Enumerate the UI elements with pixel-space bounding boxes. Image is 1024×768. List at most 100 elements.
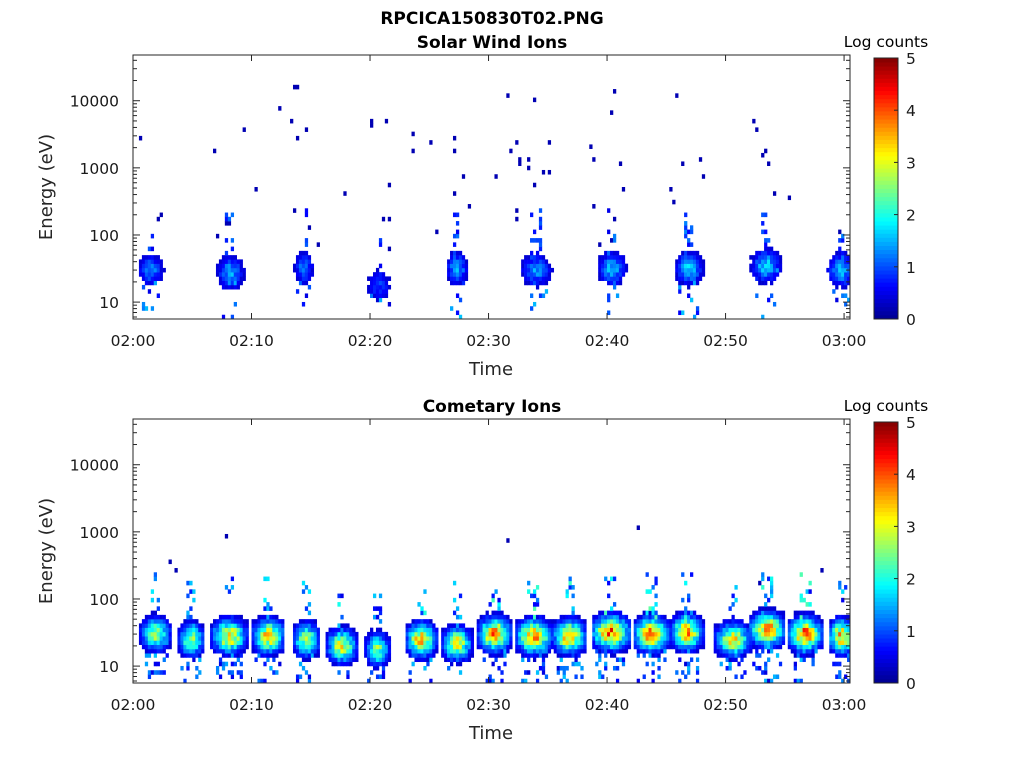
colorbar-segment <box>874 442 898 447</box>
spectrogram-cell <box>503 648 507 654</box>
spectrogram-cell <box>260 640 264 645</box>
spectrogram-cell <box>687 267 691 273</box>
spectrogram-cell <box>331 627 335 633</box>
spectrogram-cell <box>796 644 800 650</box>
spectrogram-cell <box>420 623 424 628</box>
spectrogram-cell <box>198 631 202 637</box>
spectrogram-cell <box>610 653 614 658</box>
colorbar-segment <box>874 233 898 238</box>
spectrogram-cell <box>598 653 602 658</box>
spectrogram-cell <box>651 606 655 611</box>
spectrogram-cell <box>218 259 223 264</box>
spectrogram-cell <box>684 606 688 611</box>
spectrogram-cell <box>583 648 587 654</box>
spectrogram-cell <box>272 623 276 628</box>
spectrogram-cell <box>150 627 155 633</box>
spectrogram-cell <box>639 631 643 637</box>
spectrogram-cell <box>301 644 306 650</box>
spectrogram-cell <box>141 619 146 624</box>
spectrogram-cell <box>381 665 386 671</box>
spectrogram-cell <box>666 619 670 624</box>
spectrogram-cell <box>275 623 279 628</box>
spectrogram-cell <box>692 627 697 633</box>
spectrogram-cell <box>275 627 279 633</box>
spectrogram-cell <box>571 623 575 628</box>
spectrogram-cell <box>690 631 694 637</box>
spectrogram-cell <box>758 623 762 628</box>
spectrogram-cell <box>532 606 537 611</box>
spectrogram-cell <box>648 614 652 620</box>
spectrogram-cell <box>298 631 303 637</box>
spectrogram-cell <box>663 619 667 624</box>
spectrogram-cell <box>749 623 753 628</box>
spectrogram-cell <box>452 242 457 247</box>
spectrogram-cell <box>838 246 842 252</box>
spectrogram-cell <box>488 636 492 641</box>
spectrogram-cell <box>796 640 800 645</box>
spectrogram-cell <box>684 280 688 286</box>
spectrogram-cell <box>832 267 836 273</box>
spectrogram-cell <box>307 623 312 628</box>
spectrogram-cell <box>260 614 264 620</box>
spectrogram-cell <box>737 648 741 654</box>
spectrogram-cell <box>535 276 540 281</box>
colorbar-segment <box>874 192 898 198</box>
spectrogram-cell <box>301 259 306 264</box>
spectrogram-cell <box>159 670 163 675</box>
spectrogram-cell <box>177 627 181 633</box>
spectrogram-cell <box>429 644 433 650</box>
spectrogram-cell <box>195 627 199 633</box>
spectrogram-cell <box>298 644 303 650</box>
spectrogram-cell <box>621 657 626 663</box>
spectrogram-cell <box>307 648 312 654</box>
spectrogram-cell <box>841 233 845 239</box>
spectrogram-cell <box>847 255 851 260</box>
spectrogram-cell <box>559 619 563 624</box>
spectrogram-cell <box>728 653 732 658</box>
spectrogram-cell <box>530 280 534 286</box>
spectrogram-cell <box>292 640 297 645</box>
spectrogram-cell <box>684 623 688 628</box>
spectrogram-cell <box>556 631 560 637</box>
spectrogram-cell <box>186 640 190 645</box>
spectrogram-cell <box>420 606 424 611</box>
spectrogram-cell <box>464 263 469 269</box>
spectrogram-cell <box>755 631 759 637</box>
spectrogram-cell <box>153 610 157 616</box>
spectrogram-cell <box>716 623 720 628</box>
spectrogram-cell <box>675 272 679 277</box>
spectrogram-cell <box>675 93 679 98</box>
spectrogram-cell <box>488 627 492 633</box>
colorbar-segment <box>874 438 898 443</box>
spectrogram-cell <box>147 636 152 641</box>
x-tick-label: 02:10 <box>229 696 274 714</box>
spectrogram-cell <box>251 636 255 641</box>
spectrogram-cell <box>678 631 682 637</box>
spectrogram-cell <box>770 576 774 582</box>
spectrogram-cell <box>251 648 255 654</box>
spectrogram-cell <box>675 614 679 620</box>
spectrogram-cell <box>690 648 694 654</box>
spectrogram-cell <box>417 602 421 607</box>
spectrogram-cell <box>310 267 315 273</box>
spectrogram-cell <box>527 614 531 620</box>
spectrogram-cell <box>817 614 821 620</box>
spectrogram-cell <box>156 644 160 650</box>
spectrogram-cell <box>251 631 255 637</box>
spectrogram-cell <box>506 648 510 654</box>
spectrogram-cell <box>162 657 166 663</box>
spectrogram-cell <box>604 276 608 281</box>
spectrogram-cell <box>553 644 557 650</box>
spectrogram-cell <box>532 259 537 264</box>
spectrogram-cell <box>749 640 753 645</box>
spectrogram-cell <box>755 259 759 264</box>
spectrogram-cell <box>221 627 226 633</box>
spectrogram-cell <box>527 276 531 281</box>
spectrogram-cell <box>340 661 344 667</box>
colorbar-segment <box>874 528 898 533</box>
spectrogram-cell <box>230 674 235 680</box>
spectrogram-cell <box>752 640 756 645</box>
spectrogram-cell <box>435 648 439 654</box>
spectrogram-cell <box>618 623 623 628</box>
spectrogram-cell <box>414 636 418 641</box>
